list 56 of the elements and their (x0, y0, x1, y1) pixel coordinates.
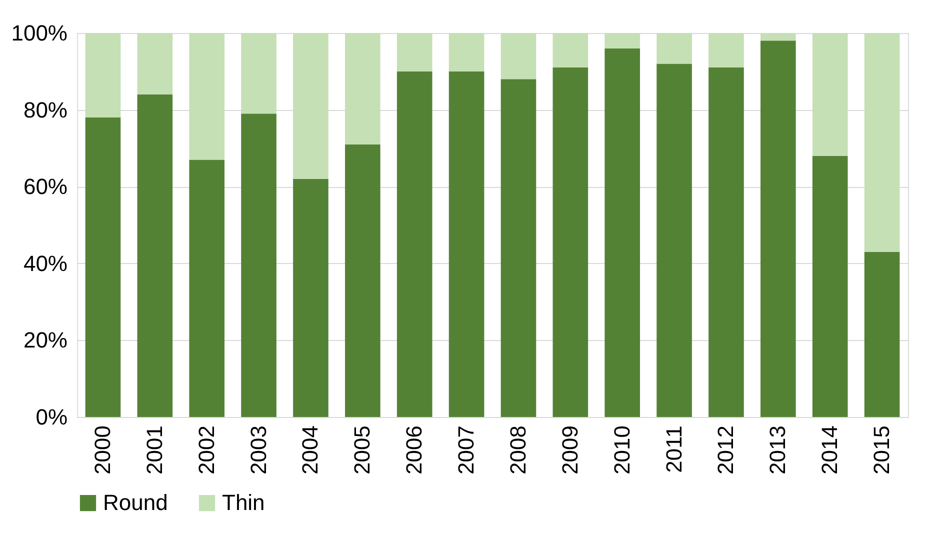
bar (396, 71, 432, 417)
legend-label: Round (103, 490, 168, 515)
y-tick-label: 40% (23, 250, 68, 276)
x-tick-label: 2010 (609, 426, 634, 474)
x-tick-label: 2002 (194, 426, 219, 474)
bar (85, 33, 121, 118)
x-tick-label: 2003 (246, 426, 271, 474)
bar (345, 33, 380, 144)
x-tick-label: 2013 (765, 426, 790, 474)
bar (85, 117, 121, 417)
y-tick-label: 0% (36, 404, 68, 430)
legend-label: Thin (222, 490, 265, 515)
y-tick-label: 60% (23, 174, 68, 200)
bar (656, 33, 692, 64)
x-tick-label: 2011 (661, 426, 686, 473)
bar (500, 33, 536, 80)
bar (189, 33, 225, 160)
bar (760, 33, 796, 41)
bar (812, 156, 848, 417)
bar (500, 79, 536, 417)
bar (396, 33, 432, 72)
bar (552, 68, 588, 417)
bar (448, 33, 484, 72)
x-tick-label: 2000 (90, 426, 115, 474)
bar (293, 33, 328, 179)
x-tick-label: 2014 (817, 426, 842, 474)
x-tick-label: 2009 (557, 426, 582, 474)
x-tick-label: 2004 (298, 426, 323, 474)
bar (552, 33, 588, 68)
y-tick-label: 20% (23, 328, 68, 353)
bar (137, 94, 173, 417)
bar (293, 178, 328, 417)
x-tick-label: 2006 (402, 426, 427, 474)
x-tick-label: 2001 (142, 426, 167, 474)
x-tick-label: 2005 (350, 426, 375, 474)
bar (812, 33, 848, 156)
bar (864, 252, 900, 417)
bar (656, 64, 692, 417)
y-tick-label: 80% (23, 97, 68, 122)
bar (604, 48, 640, 417)
bar (604, 33, 640, 48)
bar (241, 114, 276, 417)
bar (708, 68, 744, 417)
x-tick-label: 2012 (713, 426, 738, 474)
bar (189, 160, 225, 417)
x-tick-label: 2015 (869, 426, 894, 474)
x-tick-label: 2007 (454, 426, 479, 474)
bar (137, 33, 173, 94)
y-tick-label: 100% (11, 20, 68, 46)
bar (708, 33, 744, 68)
bar (241, 33, 276, 114)
bar (448, 71, 484, 417)
bar (864, 33, 900, 252)
bar (760, 40, 796, 417)
bar (345, 144, 380, 417)
x-tick-label: 2008 (505, 426, 530, 474)
